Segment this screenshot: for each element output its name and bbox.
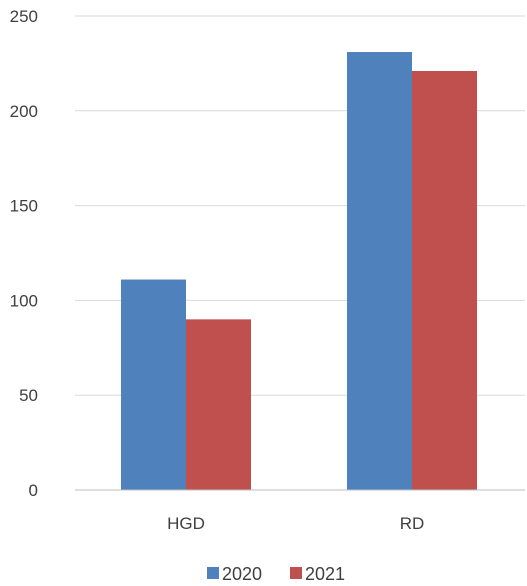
bars bbox=[121, 52, 477, 491]
bar-hgd-2021 bbox=[186, 319, 251, 490]
y-tick-label: 150 bbox=[10, 197, 38, 216]
legend-label-2021: 2021 bbox=[305, 564, 345, 584]
y-tick-label: 200 bbox=[10, 102, 38, 121]
y-tick-label: 50 bbox=[19, 386, 38, 405]
y-axis-ticks: 0 50 100 150 200 250 bbox=[10, 7, 38, 500]
legend-swatch-2020 bbox=[207, 567, 219, 579]
x-axis-categories: HGD RD bbox=[167, 514, 424, 533]
y-tick-label: 250 bbox=[10, 7, 38, 26]
x-category-label: HGD bbox=[167, 514, 205, 533]
bar-hgd-2020 bbox=[121, 279, 186, 490]
bar-rd-2021 bbox=[412, 70, 477, 490]
bar-rd-2020 bbox=[347, 52, 412, 491]
y-tick-label: 100 bbox=[10, 291, 38, 310]
y-tick-label: 0 bbox=[29, 481, 38, 500]
legend: 2020 2021 bbox=[207, 564, 345, 584]
legend-label-2020: 2020 bbox=[222, 564, 262, 584]
x-category-label: RD bbox=[400, 514, 425, 533]
legend-swatch-2021 bbox=[290, 567, 302, 579]
